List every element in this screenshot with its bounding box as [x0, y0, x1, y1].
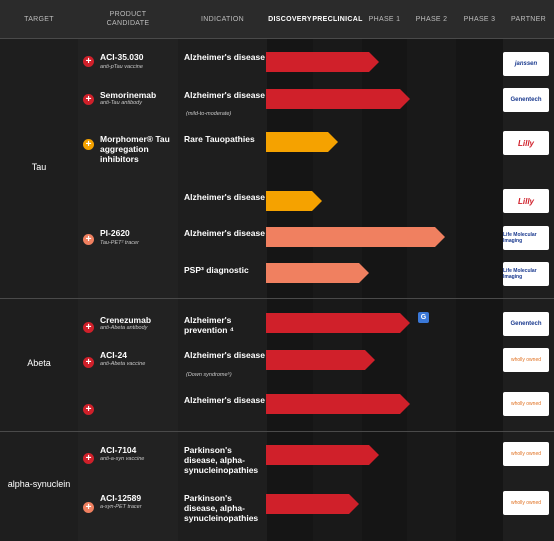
indication-text: Alzheimer's disease	[184, 52, 265, 62]
expand-plus-icon[interactable]: +	[83, 234, 94, 245]
progress-bar	[266, 227, 445, 247]
group-label-tau: Tau	[31, 162, 47, 172]
expand-plus-icon[interactable]: +	[83, 357, 94, 368]
indication-text: Alzheimer's disease	[184, 90, 265, 100]
product-name: ACI-7104	[100, 445, 137, 455]
product-name: ACI-35.030	[100, 52, 144, 62]
indication-subtitle: (Down syndrome⁵)	[186, 372, 232, 378]
header-candidate-label: CANDIDATE	[106, 20, 150, 27]
partner-logo[interactable]: Lilly	[503, 189, 549, 213]
phase3-column	[456, 0, 503, 541]
product-column	[78, 0, 178, 541]
product-subtitle: anti-Tau antibody	[100, 100, 142, 106]
expand-plus-icon[interactable]: +	[83, 453, 94, 464]
partner-logo[interactable]: wholly owned	[503, 348, 549, 372]
expand-plus-icon[interactable]: +	[83, 404, 94, 415]
indication-text: Parkinson's disease, alpha-synucleinopat…	[184, 493, 259, 523]
indication-subtitle: (mild-to-moderate)	[186, 111, 232, 117]
partner-logo[interactable]: Genentech	[503, 312, 549, 336]
expand-plus-icon[interactable]: +	[83, 502, 94, 513]
product-subtitle: anti-Abeta antibody	[100, 325, 148, 331]
separator	[0, 431, 554, 432]
indication-text: Parkinson's disease, alpha-synucleinopat…	[184, 445, 259, 475]
expand-plus-icon[interactable]: +	[83, 56, 94, 67]
group-label-alpha-synuclein: alpha-synuclein	[7, 479, 71, 489]
header-phase3: PHASE 3	[463, 15, 496, 23]
product-name: Crenezumab	[100, 315, 152, 325]
indication-text: PSP³ diagnostic	[184, 265, 249, 275]
progress-bar	[266, 445, 379, 465]
partner-logo[interactable]: Lilly	[503, 131, 549, 155]
group-label-abeta: Abeta	[27, 358, 51, 368]
progress-bar	[266, 313, 410, 333]
partner-logo[interactable]: Life Molecular Imaging	[503, 262, 549, 286]
progress-bar	[266, 89, 410, 109]
progress-bar	[266, 52, 379, 72]
header-target: TARGET	[24, 15, 54, 23]
header-preclinical: PRECLINICAL	[312, 15, 363, 23]
product-name: ACI-24	[100, 350, 127, 360]
progress-bar	[266, 132, 338, 152]
partner-logo[interactable]: Life Molecular Imaging	[503, 226, 549, 250]
header-phase2: PHASE 2	[415, 15, 448, 23]
partner-logo[interactable]: wholly owned	[503, 491, 549, 515]
progress-bar	[266, 263, 369, 283]
indication-text: Alzheimer's disease	[184, 228, 265, 238]
separator	[0, 38, 554, 39]
product-subtitle: a-syn-PET tracer	[100, 504, 142, 510]
indication-text: Alzheimer's prevention ⁴	[184, 315, 235, 335]
expand-plus-icon[interactable]: +	[83, 139, 94, 150]
separator	[0, 298, 554, 299]
product-name: Semorinemab	[100, 90, 157, 100]
translate-icon[interactable]: G	[418, 312, 429, 323]
partner-logo[interactable]: janssen	[503, 52, 549, 76]
header-product-candidate: PRODUCT CANDIDATE	[78, 0, 178, 38]
indication-text: Alzheimer's disease	[184, 395, 265, 405]
partner-logo[interactable]: wholly owned	[503, 392, 549, 416]
expand-plus-icon[interactable]: +	[83, 322, 94, 333]
phase2-column	[407, 0, 456, 541]
progress-bar	[266, 494, 359, 514]
product-subtitle: Tau-PET² tracer	[100, 240, 139, 246]
target-column	[0, 0, 78, 541]
partner-logo[interactable]: wholly owned	[503, 442, 549, 466]
product-name: PI-2620	[100, 228, 130, 238]
progress-bar	[266, 191, 322, 211]
header-phase1: PHASE 1	[368, 15, 401, 23]
indication-column	[178, 0, 267, 541]
partner-logo[interactable]: Genentech	[503, 88, 549, 112]
product-name: Morphomer® Tau aggregation inhibitors	[100, 134, 170, 164]
product-subtitle: anti-a-syn vaccine	[100, 456, 145, 462]
progress-bar	[266, 394, 410, 414]
product-subtitle: anti-Abeta vaccine	[100, 361, 146, 367]
table-header	[0, 0, 554, 38]
progress-bar	[266, 350, 375, 370]
header-product-label: PRODUCT	[109, 11, 147, 18]
header-partner: PARTNER	[511, 15, 546, 23]
expand-plus-icon[interactable]: +	[83, 94, 94, 105]
indication-text: Alzheimer's disease	[184, 192, 265, 202]
indication-text: Alzheimer's disease	[184, 350, 265, 360]
header-discovery: DISCOVERY	[268, 15, 312, 23]
header-indication: INDICATION	[201, 15, 244, 23]
indication-text: Rare Tauopathies	[184, 134, 255, 144]
product-subtitle: anti-pTau vaccine	[100, 64, 143, 70]
product-name: ACI-12589	[100, 493, 142, 503]
